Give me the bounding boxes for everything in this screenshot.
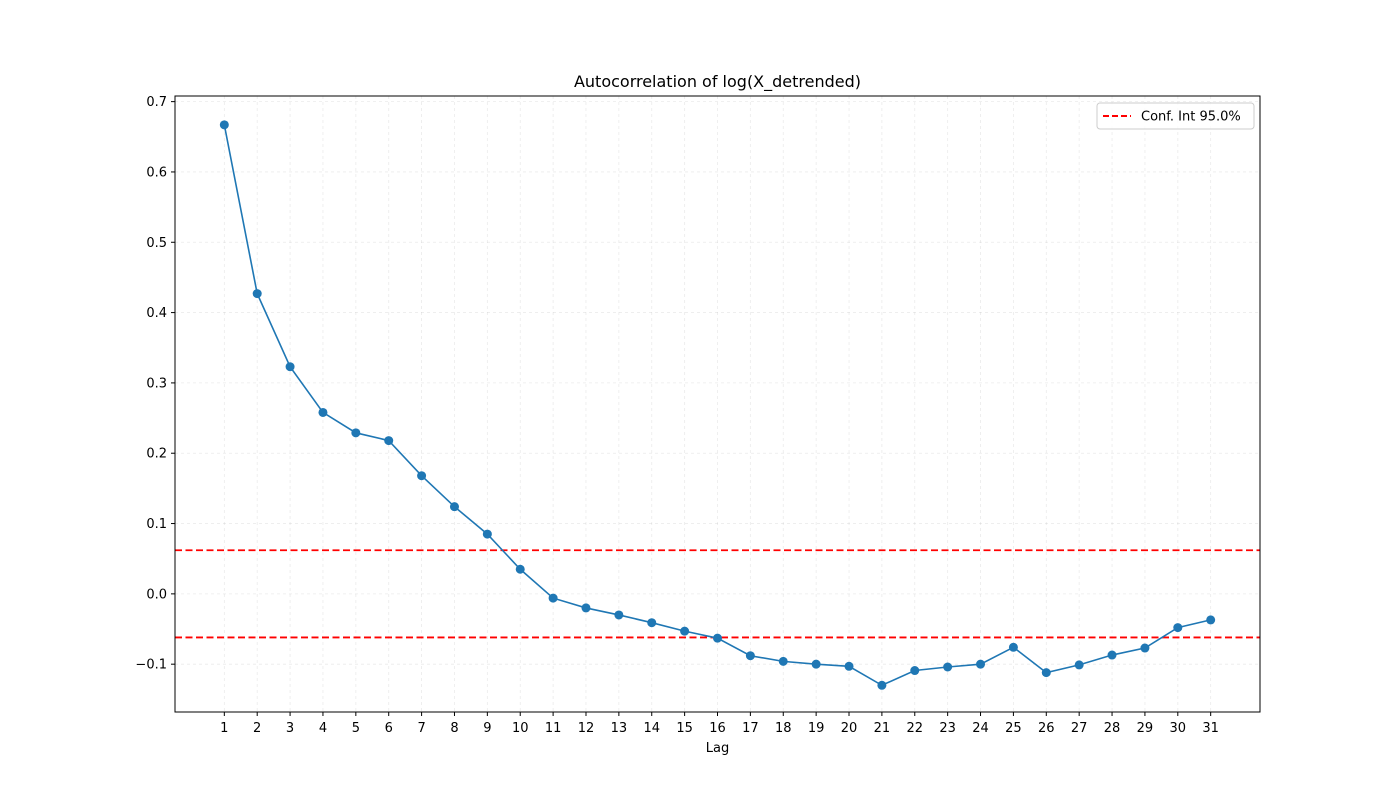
legend-box bbox=[1096, 102, 1255, 130]
x-tick-label-1: 1 bbox=[220, 721, 228, 736]
data-point-lag-23 bbox=[943, 662, 953, 672]
x-tick-label-3: 3 bbox=[286, 721, 294, 736]
data-point-lag-18 bbox=[778, 656, 788, 666]
x-tick-label-2: 2 bbox=[253, 721, 261, 736]
x-tick-label-20: 20 bbox=[841, 721, 858, 736]
data-point-lag-6 bbox=[384, 436, 394, 446]
x-tick-label-7: 7 bbox=[417, 721, 425, 736]
data-point-lag-2 bbox=[252, 289, 262, 299]
x-tick-label-13: 13 bbox=[611, 721, 628, 736]
x-tick-label-9: 9 bbox=[483, 721, 491, 736]
acf-series bbox=[219, 120, 1216, 690]
data-point-lag-19 bbox=[811, 659, 821, 669]
x-tick-label-18: 18 bbox=[775, 721, 792, 736]
y-tick-label-6: 0.4 bbox=[146, 306, 167, 321]
x-tick-label-21: 21 bbox=[874, 721, 891, 736]
x-tick-label-16: 16 bbox=[709, 721, 726, 736]
data-point-lag-8 bbox=[449, 502, 459, 512]
data-point-lag-29 bbox=[1140, 643, 1150, 653]
y-tick-label-2: 0.0 bbox=[146, 587, 167, 602]
data-point-lag-28 bbox=[1107, 650, 1117, 660]
data-point-lag-10 bbox=[515, 564, 525, 574]
x-tick-label-31: 31 bbox=[1202, 721, 1219, 736]
y-tick-label-8: 0.6 bbox=[146, 165, 167, 180]
y-tick-label-7: 0.5 bbox=[146, 236, 167, 251]
data-point-lag-11 bbox=[548, 593, 558, 603]
data-point-lag-15 bbox=[680, 626, 690, 636]
data-point-lag-26 bbox=[1041, 668, 1051, 678]
x-tick-label-8: 8 bbox=[450, 721, 458, 736]
data-point-lag-20 bbox=[844, 661, 854, 671]
data-point-lag-14 bbox=[647, 618, 657, 628]
x-tick-label-19: 19 bbox=[808, 721, 825, 736]
data-point-lag-7 bbox=[417, 471, 427, 481]
y-axis-ticks: −0.1 0.0 0.1 0.2 0.3 0.4 0.5 0.6 0.7 bbox=[135, 95, 175, 673]
data-point-lag-13 bbox=[614, 610, 624, 620]
x-axis-ticks: 1 2 3 4 5 6 7 8 9 10 11 12 13 14 15 16 17 18 19 20 21 22 23 24 2… bbox=[220, 712, 1219, 736]
data-point-lag-5 bbox=[351, 428, 361, 438]
x-tick-label-5: 5 bbox=[352, 721, 360, 736]
y-tick-label-5: 0.3 bbox=[146, 376, 167, 391]
data-point-lag-30 bbox=[1173, 623, 1183, 633]
data-point-lag-21 bbox=[877, 680, 887, 690]
y-tick-label-3: 0.1 bbox=[146, 517, 167, 532]
data-point-lag-25 bbox=[1008, 642, 1018, 652]
x-tick-label-22: 22 bbox=[906, 721, 923, 736]
y-tick-label-1: −0.1 bbox=[135, 658, 167, 673]
legend-label-confidence-interval: Conf. Int 95.0% bbox=[1141, 110, 1241, 125]
legend: Conf. Int 95.0% bbox=[1096, 102, 1255, 130]
data-point-lag-22 bbox=[910, 666, 920, 676]
data-point-lag-17 bbox=[745, 651, 755, 661]
x-tick-label-10: 10 bbox=[512, 721, 529, 736]
data-point-lag-27 bbox=[1074, 660, 1084, 670]
x-tick-label-12: 12 bbox=[578, 721, 595, 736]
x-tick-label-27: 27 bbox=[1071, 721, 1088, 736]
x-tick-label-25: 25 bbox=[1005, 721, 1022, 736]
y-tick-label-9: 0.7 bbox=[146, 95, 167, 110]
x-tick-label-26: 26 bbox=[1038, 721, 1055, 736]
grid-lines bbox=[175, 96, 1260, 712]
y-tick-label-4: 0.2 bbox=[146, 447, 167, 462]
x-tick-label-17: 17 bbox=[742, 721, 759, 736]
data-point-lag-4 bbox=[318, 407, 328, 417]
x-tick-label-29: 29 bbox=[1137, 721, 1154, 736]
data-point-lag-1 bbox=[219, 120, 229, 130]
x-tick-label-6: 6 bbox=[385, 721, 393, 736]
data-point-lag-9 bbox=[482, 529, 492, 539]
data-point-lag-24 bbox=[976, 659, 986, 669]
x-tick-label-24: 24 bbox=[972, 721, 989, 736]
x-tick-label-30: 30 bbox=[1170, 721, 1187, 736]
x-tick-label-11: 11 bbox=[545, 721, 562, 736]
data-point-lag-16 bbox=[713, 633, 722, 643]
x-tick-label-4: 4 bbox=[319, 721, 327, 736]
x-tick-label-15: 15 bbox=[676, 721, 693, 736]
data-point-lag-3 bbox=[285, 362, 295, 372]
x-tick-label-28: 28 bbox=[1104, 721, 1121, 736]
x-tick-label-14: 14 bbox=[643, 721, 660, 736]
data-point-lag-31 bbox=[1206, 615, 1216, 625]
x-axis-label: Lag bbox=[706, 741, 729, 756]
chart-title: Autocorrelation of log(X_detrended) bbox=[574, 72, 861, 92]
x-tick-label-23: 23 bbox=[939, 721, 956, 736]
data-point-lag-12 bbox=[581, 603, 591, 613]
